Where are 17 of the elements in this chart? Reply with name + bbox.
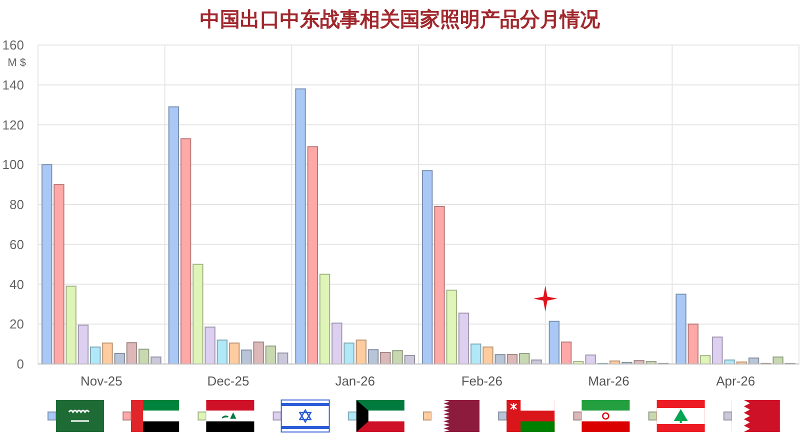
y-tick-label: 60 xyxy=(10,236,24,252)
y-tick-label: 40 xyxy=(10,276,24,292)
y-tick-label: 120 xyxy=(2,117,24,132)
x-tick-label: Mar-26 xyxy=(588,374,630,388)
x-tick-label: Nov-25 xyxy=(80,374,122,388)
y-tick-label: 160 xyxy=(2,38,24,52)
y-tick-label: 20 xyxy=(10,316,24,332)
y-tick-label: 80 xyxy=(10,197,24,212)
chart-title: 中国出口中东战事相关国家照明产品分月情况 xyxy=(200,8,601,31)
y-tick-label: 100 xyxy=(2,157,24,172)
x-tick-label: Apr-26 xyxy=(716,374,756,388)
x-tick-label: Dec-25 xyxy=(207,374,250,388)
y-axis-title: M $ xyxy=(8,57,26,69)
y-tick-label: 140 xyxy=(2,77,24,92)
x-tick-label: Jan-26 xyxy=(335,374,375,388)
x-tick-label: Feb-26 xyxy=(461,374,503,388)
y-tick-label: 0 xyxy=(16,356,24,372)
